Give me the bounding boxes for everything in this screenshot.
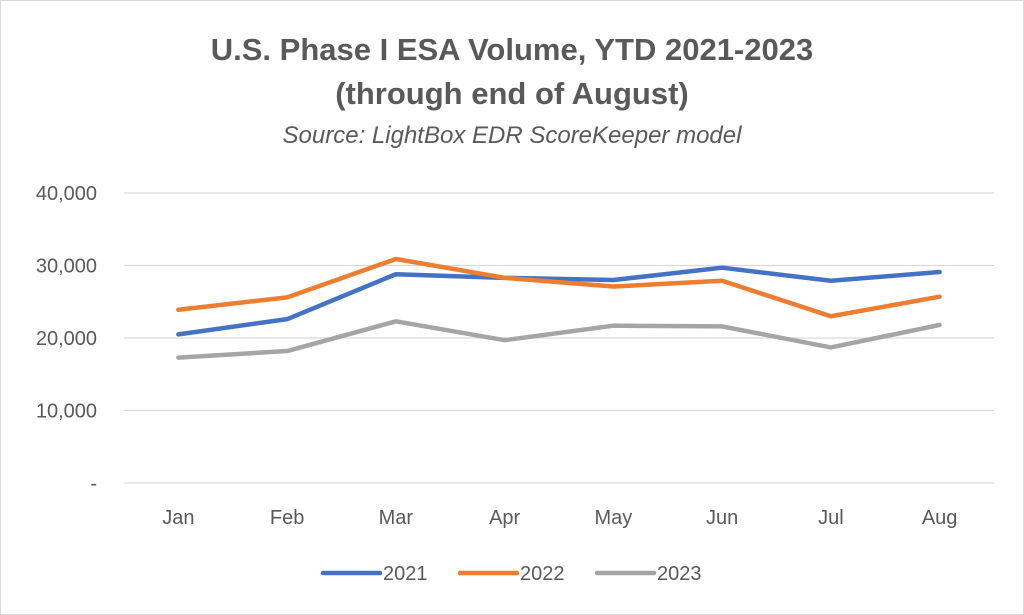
y-tick-label: - bbox=[90, 473, 97, 495]
x-tick-label: Mar bbox=[379, 507, 414, 529]
x-tick-label: Aug bbox=[922, 507, 958, 529]
y-tick-label: 20,000 bbox=[36, 328, 97, 350]
x-tick-label: Feb bbox=[270, 507, 304, 529]
y-tick-label: 30,000 bbox=[36, 256, 97, 278]
x-tick-label: Jun bbox=[706, 507, 738, 529]
chart-subtitle: Source: LightBox EDR ScoreKeeper model bbox=[282, 122, 742, 149]
chart-title: U.S. Phase I ESA Volume, YTD 2021-2023 (… bbox=[0, 28, 1024, 116]
legend-label: 2022 bbox=[520, 563, 565, 585]
x-tick-label: May bbox=[594, 507, 632, 529]
x-tick-label: Jul bbox=[818, 507, 844, 529]
series-line-2021 bbox=[176, 265, 942, 337]
gridlines bbox=[124, 192, 994, 484]
legend-label: 2023 bbox=[657, 563, 702, 585]
y-axis: - 10,000 20,000 30,000 40,000 bbox=[36, 183, 97, 495]
legend-label: 2021 bbox=[383, 563, 428, 585]
y-tick-label: 40,000 bbox=[36, 183, 97, 205]
x-tick-label: Jan bbox=[162, 507, 194, 529]
chart-title-line-2: (through end of August) bbox=[335, 76, 689, 111]
x-tick-label: Apr bbox=[489, 507, 520, 529]
series-line-2022 bbox=[176, 256, 942, 319]
y-tick-label: 10,000 bbox=[36, 401, 97, 423]
legend: 2021 2022 2023 bbox=[320, 563, 702, 585]
chart-title-line-1: U.S. Phase I ESA Volume, YTD 2021-2023 bbox=[210, 32, 814, 67]
series-line-2023 bbox=[176, 319, 942, 360]
x-axis: Jan Feb Mar Apr May Jun Jul Aug bbox=[162, 507, 957, 529]
series-lines bbox=[176, 256, 942, 360]
